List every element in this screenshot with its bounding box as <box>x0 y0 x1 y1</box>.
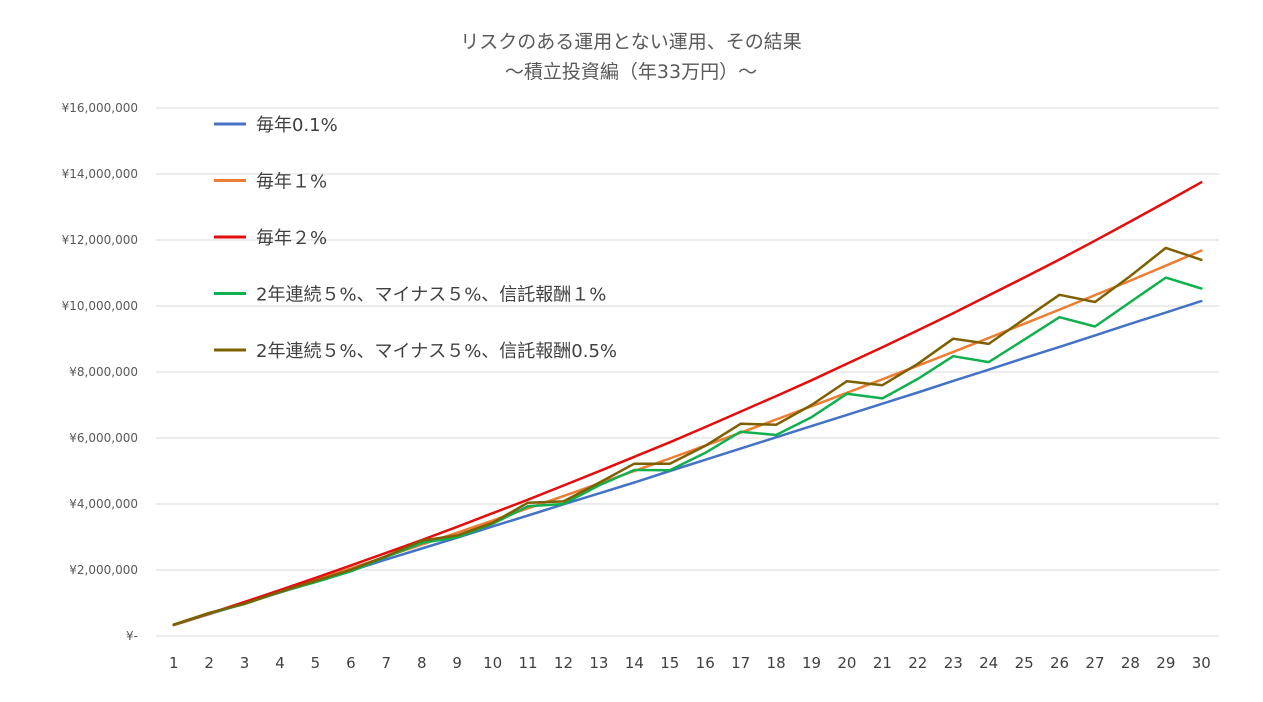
grid-lines <box>156 107 1219 637</box>
x-tick-label: 13 <box>589 654 608 672</box>
x-tick-label: 16 <box>696 654 715 672</box>
x-tick-label: 19 <box>802 654 821 672</box>
x-tick-label: 18 <box>767 654 786 672</box>
x-tick-label: 26 <box>1050 654 1069 672</box>
x-tick-label: 7 <box>382 654 392 672</box>
x-tick-label: 10 <box>483 654 502 672</box>
x-tick-label: 21 <box>873 654 892 672</box>
legend-label-2: 毎年２% <box>256 228 327 249</box>
x-tick-label: 11 <box>519 654 538 672</box>
x-tick-label: 8 <box>417 654 427 672</box>
y-tick-label: ¥- <box>126 629 138 643</box>
series-line-2 <box>172 181 1203 627</box>
x-tick-label: 28 <box>1121 654 1140 672</box>
x-tick-label: 2 <box>204 654 214 672</box>
y-axis-ticks: ¥- ¥2,000,000 ¥4,000,000 ¥6,000,000 ¥8,000,0… <box>62 101 138 643</box>
legend-label-4: 2年連続５%、マイナス５%、信託報酬0.5% <box>256 341 617 362</box>
x-tick-label: 15 <box>660 654 679 672</box>
x-tick-label: 5 <box>311 654 321 672</box>
x-tick-label: 29 <box>1156 654 1175 672</box>
x-tick-label: 6 <box>346 654 356 672</box>
x-tick-label: 17 <box>731 654 750 672</box>
y-tick-label: ¥4,000,000 <box>69 497 138 511</box>
x-tick-label: 23 <box>944 654 963 672</box>
x-tick-label: 14 <box>625 654 644 672</box>
x-tick-label: 20 <box>837 654 856 672</box>
x-tick-label: 3 <box>240 654 250 672</box>
legend-label-0: 毎年0.1% <box>256 115 338 136</box>
x-tick-label: 24 <box>979 654 998 672</box>
y-tick-label: ¥2,000,000 <box>69 563 138 577</box>
x-tick-label: 9 <box>452 654 462 672</box>
x-tick-label: 22 <box>908 654 927 672</box>
y-tick-label: ¥6,000,000 <box>69 431 138 445</box>
y-tick-label: ¥8,000,000 <box>69 365 138 379</box>
y-tick-label: ¥16,000,000 <box>62 101 138 115</box>
legend-label-1: 毎年１% <box>256 172 327 193</box>
chart-title: リスクのある運用とない運用、その結果 <box>460 31 801 53</box>
x-tick-label: 4 <box>275 654 285 672</box>
chart-subtitle: ～積立投資編（年33万円）～ <box>505 61 757 83</box>
series-line-3 <box>172 276 1203 626</box>
y-tick-label: ¥10,000,000 <box>62 299 138 313</box>
x-tick-label: 30 <box>1192 654 1211 672</box>
series-lines <box>172 181 1203 627</box>
y-tick-label: ¥12,000,000 <box>62 233 138 247</box>
series-line-4 <box>172 246 1203 626</box>
legend-label-3: 2年連続５%、マイナス５%、信託報酬１% <box>256 285 606 306</box>
y-tick-label: ¥14,000,000 <box>62 167 138 181</box>
x-tick-label: 27 <box>1085 654 1104 672</box>
x-tick-label: 12 <box>554 654 573 672</box>
legend: 毎年0.1% 毎年１% 毎年２% 2年連続５%、マイナス５%、信託報酬１% 2年連続５%… <box>214 115 617 362</box>
x-tick-label: 25 <box>1015 654 1034 672</box>
x-tick-label: 1 <box>169 654 179 672</box>
x-axis-ticks: 1 2 3 4 5 6 7 8 9 10 11 12 13 14 15 16 17 18 19 20 21 22 23 24 2… <box>169 654 1211 672</box>
